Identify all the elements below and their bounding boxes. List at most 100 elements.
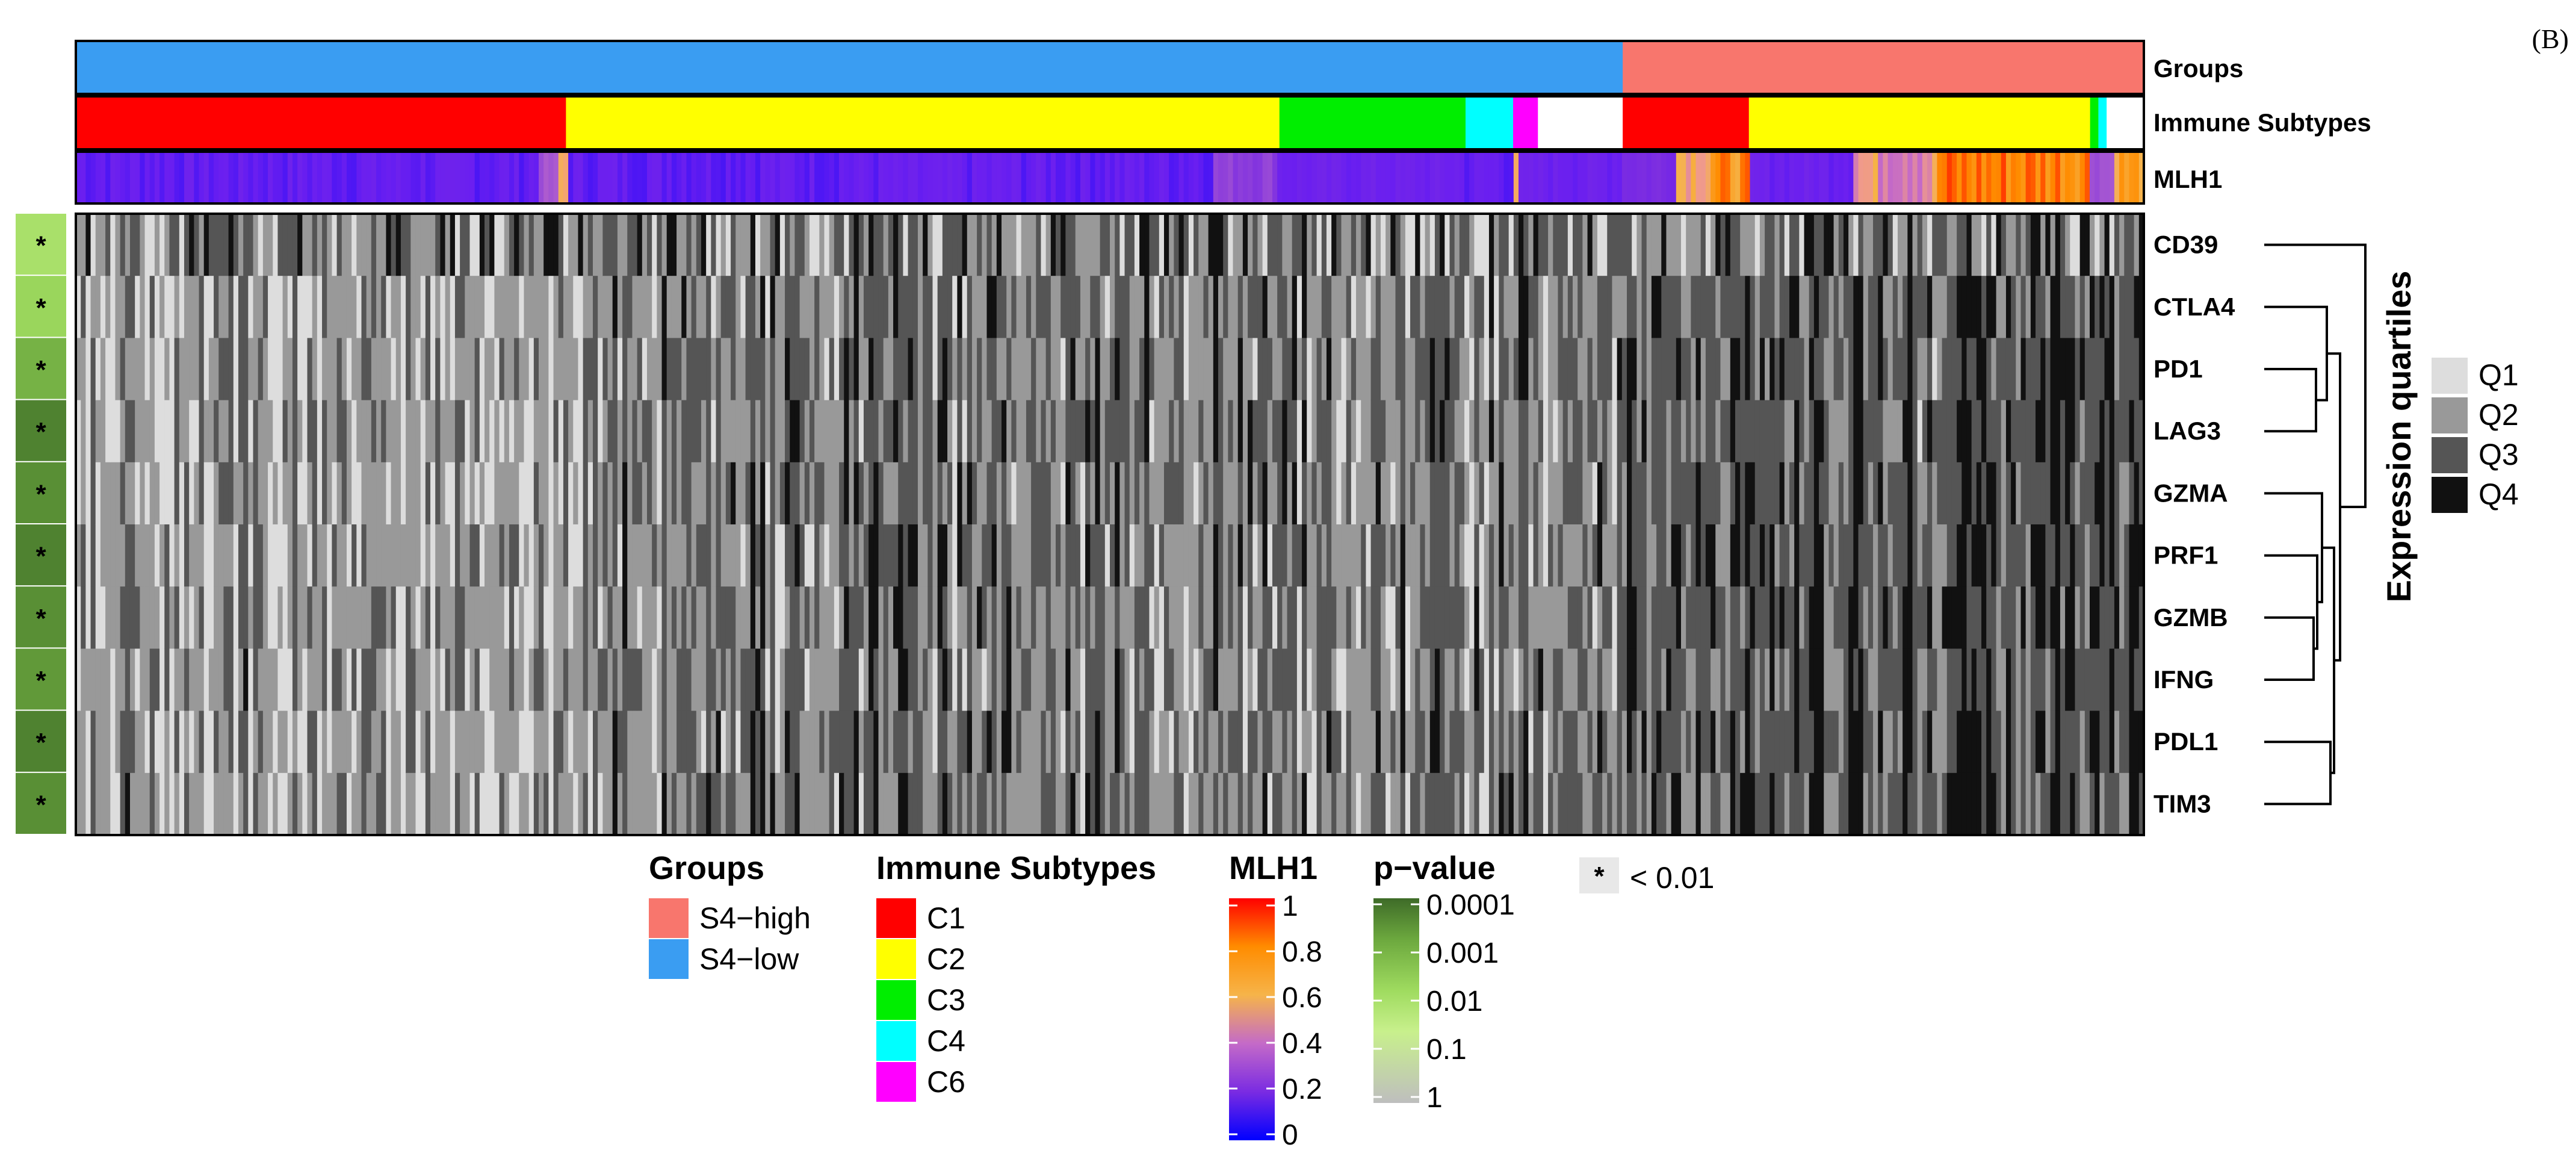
heatmap-cell: [100, 524, 106, 587]
heatmap-cell: [720, 462, 726, 525]
heatmap-cell: [120, 400, 126, 463]
heatmap-cell: [691, 338, 697, 400]
heatmap-cell: [1405, 710, 1411, 774]
row-dendrogram: [2264, 243, 2367, 806]
heatmap-cell: [1774, 462, 1780, 525]
heatmap-cell: [366, 276, 372, 338]
heatmap-cell: [893, 214, 899, 276]
dendrogram-branch: [2264, 616, 2315, 681]
heatmap-cell: [558, 214, 564, 276]
heatmap-cell: [775, 276, 781, 338]
heatmap-cell: [602, 648, 608, 711]
groups-track-label: Groups: [2153, 54, 2243, 82]
heatmap-cell: [1036, 276, 1042, 338]
mlh1-cell: [952, 152, 958, 203]
heatmap-cell: [790, 462, 796, 525]
heatmap-cell: [543, 214, 549, 276]
heatmap-cell: [361, 648, 367, 711]
heatmap-cell: [1119, 400, 1125, 463]
heatmap-cell: [1612, 648, 1618, 711]
heatmap-cell: [1750, 462, 1756, 525]
heatmap-cell: [1488, 586, 1494, 649]
heatmap-cell: [425, 772, 431, 836]
heatmap-cell: [1169, 772, 1174, 836]
heatmap-cell: [1745, 648, 1751, 711]
heatmap-cell: [1041, 648, 1047, 711]
heatmap-cell: [602, 338, 608, 400]
heatmap-cell: [1996, 462, 2002, 525]
heatmap-cell: [1194, 524, 1199, 587]
heatmap-cell: [1533, 586, 1539, 649]
heatmap-cell: [661, 772, 667, 836]
heatmap-cell: [731, 338, 736, 400]
heatmap-cell: [1932, 648, 1937, 711]
mlh1-cell: [1203, 152, 1209, 203]
heatmap-cell: [1386, 400, 1391, 463]
heatmap-cell: [1680, 462, 1686, 525]
heatmap-cell: [593, 772, 598, 836]
heatmap-cell: [1242, 214, 1248, 276]
heatmap-cell: [1223, 772, 1228, 836]
heatmap-cell: [1961, 462, 1968, 525]
heatmap-cell: [1194, 462, 1199, 525]
dendrogram-branch: [2264, 305, 2328, 402]
heatmap-cell: [2011, 276, 2016, 338]
heatmap-cell: [1233, 772, 1239, 836]
heatmap-cell: [238, 772, 244, 836]
heatmap-cell: [1632, 214, 1637, 276]
heatmap-cell: [440, 710, 446, 774]
heatmap-cell: [1592, 338, 1598, 400]
heatmap-cell: [716, 648, 722, 711]
heatmap-cell: [140, 710, 146, 774]
heatmap-cell: [1720, 276, 1726, 338]
heatmap-cell: [1223, 338, 1228, 400]
heatmap-cell: [1617, 524, 1623, 587]
heatmap-cell: [445, 710, 451, 774]
heatmap-cell: [140, 586, 146, 649]
heatmap-cell: [977, 338, 982, 400]
heatmap-cell: [1420, 338, 1426, 400]
heatmap-cell: [612, 400, 618, 463]
heatmap-cell: [184, 276, 190, 338]
heatmap-cell: [144, 648, 150, 711]
heatmap-cell: [868, 710, 874, 774]
heatmap-cell: [1262, 648, 1268, 711]
heatmap-cell: [898, 772, 903, 836]
heatmap-cell: [642, 772, 648, 836]
heatmap-cell: [1070, 462, 1076, 525]
heatmap-cell: [1971, 648, 1977, 711]
heatmap-cell: [1612, 524, 1618, 587]
heatmap-cell: [1002, 524, 1007, 587]
heatmap-cell: [1272, 648, 1278, 711]
heatmap-cell: [1981, 586, 1987, 649]
heatmap-cell: [1134, 586, 1140, 649]
heatmap-cell: [1075, 524, 1081, 587]
heatmap-cell: [1627, 400, 1632, 463]
heatmap-cell: [1351, 772, 1357, 836]
subtype-segment-c4: [1465, 96, 1514, 149]
heatmap-cell: [1858, 710, 1864, 774]
heatmap-cell: [677, 338, 682, 400]
heatmap-cell: [666, 648, 672, 711]
heatmap-cell: [548, 214, 554, 276]
heatmap-cell: [1075, 462, 1081, 525]
heatmap-cell: [1351, 276, 1357, 338]
heatmap-cell: [317, 648, 323, 711]
heatmap-cell: [1488, 772, 1494, 836]
heatmap-cell: [691, 462, 697, 525]
heatmap-cell: [731, 524, 736, 587]
heatmap-cell: [1868, 710, 1874, 774]
heatmap-cell: [1188, 772, 1194, 836]
heatmap-cell: [1139, 462, 1145, 525]
heatmap-cell: [415, 462, 421, 525]
heatmap-cell: [1464, 214, 1470, 276]
heatmap-cell: [95, 586, 101, 649]
heatmap-cell: [1981, 214, 1987, 276]
heatmap-cell: [2045, 586, 2051, 649]
heatmap-cell: [371, 772, 377, 836]
heatmap-cell: [2134, 586, 2140, 649]
heatmap-cell: [1252, 648, 1259, 711]
heatmap-cell: [863, 214, 869, 276]
heatmap-cell: [1519, 338, 1524, 400]
heatmap-cell: [1676, 462, 1682, 525]
